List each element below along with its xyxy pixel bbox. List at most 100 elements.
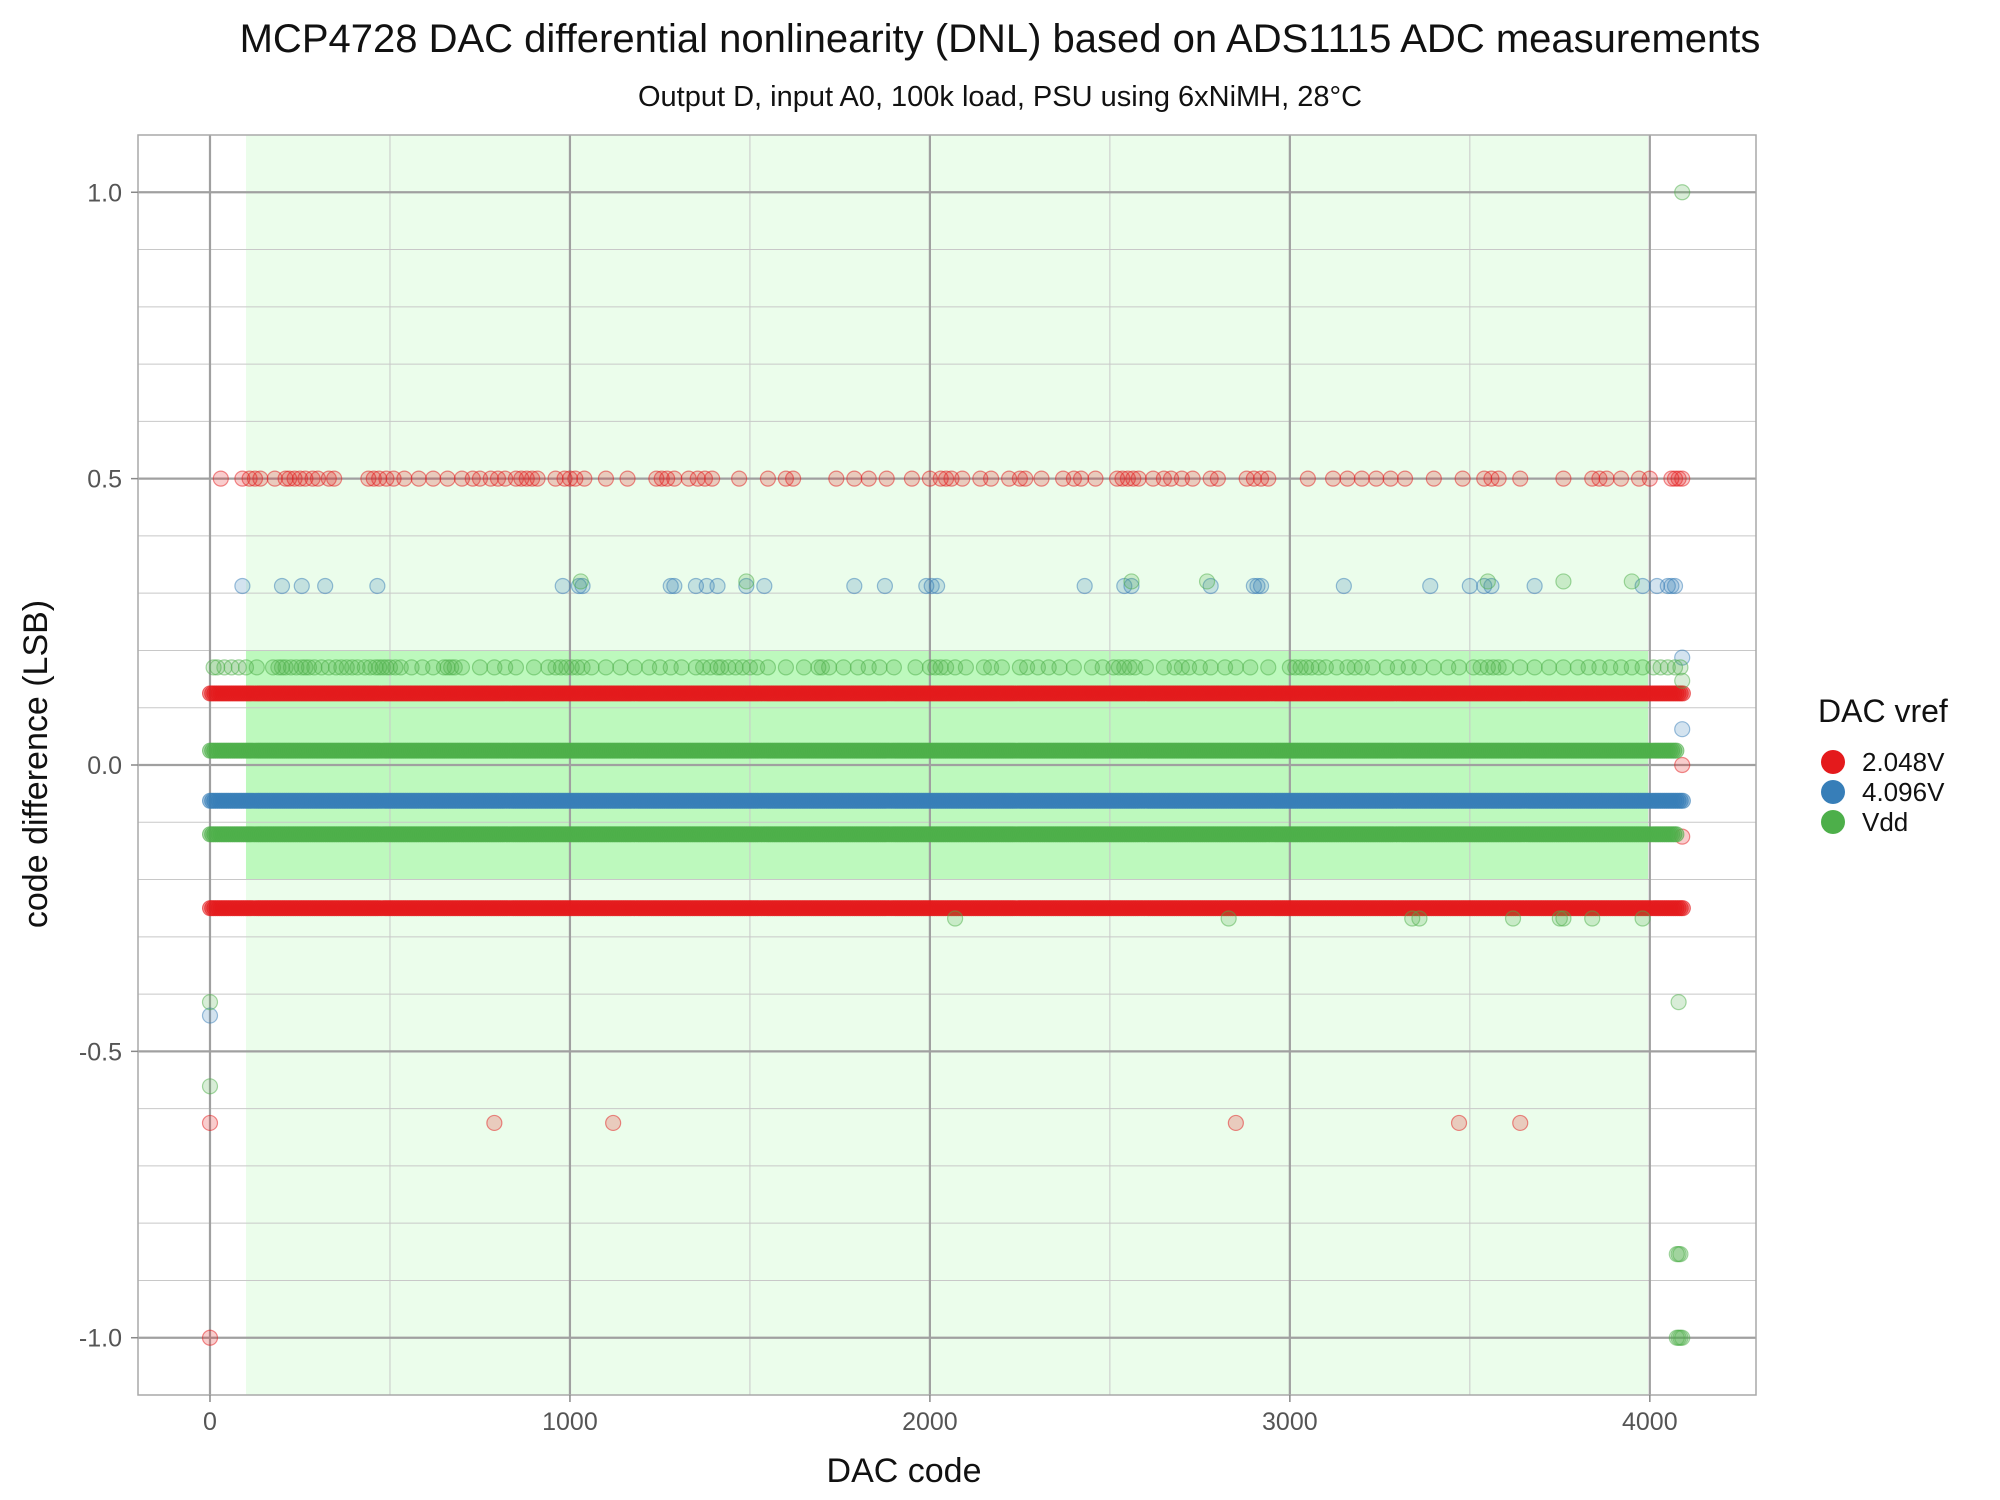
y-tick-label: 0.5 <box>87 466 122 494</box>
point <box>1422 577 1439 595</box>
point <box>439 470 456 487</box>
series-2.048V <box>201 470 1691 1346</box>
point <box>1555 910 1572 927</box>
point <box>1612 470 1630 487</box>
point <box>1364 659 1381 676</box>
point <box>576 470 593 487</box>
y-tick-label: 1.0 <box>87 179 122 207</box>
point <box>201 1114 219 1132</box>
point <box>709 577 726 595</box>
point <box>410 470 427 487</box>
point <box>878 470 895 487</box>
point <box>1512 1114 1529 1132</box>
point <box>846 577 863 595</box>
point <box>1227 659 1244 676</box>
point <box>1598 470 1615 487</box>
point <box>1123 573 1140 590</box>
point <box>903 470 921 487</box>
legend-label-4.096V: 4.096V <box>1862 777 1945 807</box>
point <box>759 659 777 676</box>
point <box>1184 470 1201 487</box>
point <box>201 1329 219 1346</box>
point <box>1672 1246 1689 1263</box>
point <box>1674 756 1691 774</box>
point <box>1209 470 1226 487</box>
legend-key-4.096V <box>1821 780 1845 804</box>
point <box>731 470 748 487</box>
legend-title: DAC vref <box>1818 693 1948 729</box>
point <box>1017 470 1034 487</box>
point <box>326 470 343 487</box>
x-tick-label: 4000 <box>1622 1408 1678 1436</box>
point <box>846 470 863 487</box>
point <box>876 577 894 595</box>
point <box>777 659 795 676</box>
point <box>626 659 643 676</box>
point <box>1220 910 1237 927</box>
point <box>1670 994 1687 1011</box>
point <box>1130 470 1147 487</box>
point <box>1668 742 1685 759</box>
point <box>1260 659 1277 676</box>
point <box>1672 659 1689 676</box>
point <box>529 470 546 487</box>
point <box>1411 659 1428 676</box>
point <box>1396 470 1414 487</box>
point <box>1227 1114 1244 1132</box>
point <box>1198 573 1216 590</box>
point <box>871 659 888 676</box>
x-tick-label: 1000 <box>542 1408 598 1436</box>
point <box>1674 470 1691 487</box>
point <box>1479 573 1496 590</box>
point <box>1051 659 1068 676</box>
point <box>993 659 1010 676</box>
point <box>785 470 802 487</box>
point <box>1411 910 1428 927</box>
point <box>1512 470 1529 487</box>
point <box>1461 577 1478 595</box>
point <box>885 659 903 676</box>
point <box>201 1078 219 1095</box>
point <box>1425 470 1442 487</box>
point <box>1450 1114 1468 1132</box>
data-points <box>201 184 1691 1346</box>
y-axis-title: code difference (LSB) <box>17 600 55 928</box>
point <box>704 470 721 487</box>
point <box>738 573 755 590</box>
point <box>554 577 571 595</box>
point <box>612 659 629 676</box>
point <box>946 910 964 927</box>
x-tick-label: 0 <box>203 1408 217 1436</box>
legend-key-Vdd <box>1821 810 1845 834</box>
y-tick-label: -1.0 <box>79 1325 122 1353</box>
chart-subtitle: Output D, input A0, 100k load, PSU using… <box>638 81 1362 113</box>
point <box>507 659 525 676</box>
point <box>1497 659 1514 676</box>
point <box>486 1114 503 1132</box>
point <box>907 659 924 676</box>
point <box>597 659 615 676</box>
point <box>1202 659 1219 676</box>
point <box>1260 470 1277 487</box>
point <box>1242 659 1259 676</box>
point <box>1674 1329 1691 1346</box>
point <box>572 573 589 590</box>
point <box>1674 792 1691 809</box>
legend-key-2.048V <box>1821 750 1845 774</box>
point <box>1540 659 1558 676</box>
point <box>821 659 838 676</box>
point <box>1033 470 1050 487</box>
point <box>1339 470 1356 487</box>
point <box>1674 672 1691 689</box>
point <box>201 994 219 1011</box>
point <box>1076 577 1093 595</box>
point <box>471 659 489 676</box>
point <box>835 659 852 676</box>
point <box>1666 577 1684 595</box>
point <box>1335 577 1352 595</box>
point <box>759 470 777 487</box>
point <box>619 470 636 487</box>
